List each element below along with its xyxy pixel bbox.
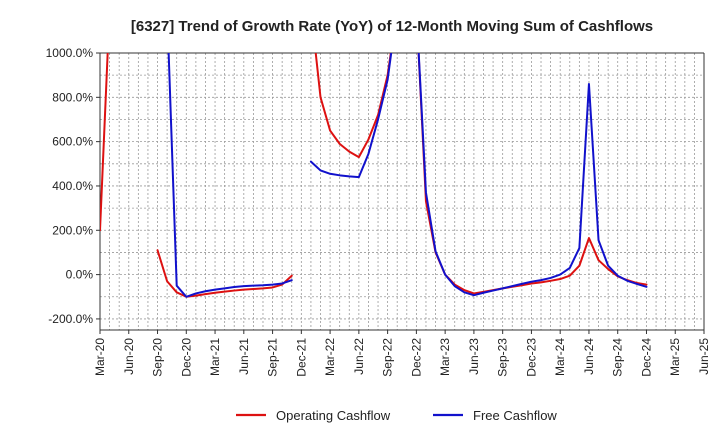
- legend-label-free: Free Cashflow: [473, 408, 557, 423]
- free-cashflow-line: [417, 53, 648, 297]
- x-tick-label: Mar-25: [668, 338, 682, 376]
- x-tick-label: Jun-22: [352, 338, 366, 375]
- operating-cashflow-line: [100, 53, 109, 232]
- x-tick-label: Sep-21: [266, 338, 280, 377]
- x-tick-label: Mar-21: [208, 338, 222, 376]
- legend-label-operating: Operating Cashflow: [276, 408, 391, 423]
- y-tick-label: -200.0%: [48, 312, 93, 326]
- operating-cashflow-line: [156, 249, 293, 298]
- x-tick-label: Dec-23: [524, 338, 538, 377]
- x-tick-label: Dec-24: [639, 338, 653, 377]
- free-cashflow-line: [309, 53, 393, 179]
- operating-cashflow-line: [314, 53, 392, 159]
- free-cashflow-line: [167, 53, 293, 298]
- y-tick-label: 0.0%: [66, 268, 94, 282]
- x-tick-label: Mar-20: [93, 338, 107, 376]
- x-tick-label: Jun-21: [237, 338, 251, 375]
- x-tick-label: Dec-21: [294, 338, 308, 377]
- x-tick-label: Dec-20: [179, 338, 193, 377]
- x-tick-label: Sep-22: [381, 338, 395, 377]
- series-layer: [100, 53, 648, 298]
- y-tick-label: 200.0%: [52, 223, 93, 237]
- x-tick-label: Jun-20: [122, 338, 136, 375]
- axes-layer: 1000.0% 800.0% 600.0% 400.0% 200.0% 0.0% -200.…: [46, 46, 711, 377]
- grid-layer: [99, 52, 705, 330]
- x-tick-label: Dec-22: [409, 338, 423, 377]
- x-tick-label: Jun-24: [582, 338, 596, 375]
- x-tick-label: Sep-23: [496, 338, 510, 377]
- x-tick-label: Mar-22: [323, 338, 337, 376]
- x-tick-label: Jun-23: [467, 338, 481, 375]
- chart-title: [6327] Trend of Growth Rate (YoY) of 12-…: [131, 18, 653, 35]
- y-tick-label: 1000.0%: [46, 46, 94, 60]
- x-tick-label: Jun-25: [697, 338, 711, 375]
- x-tick-label: Mar-24: [553, 338, 567, 376]
- plot-area: [100, 53, 704, 330]
- y-tick-label: 800.0%: [52, 90, 93, 104]
- y-tick-label: 600.0%: [52, 135, 93, 149]
- legend: Operating Cashflow Free Cashflow: [236, 408, 557, 423]
- x-tick-label: Sep-24: [611, 338, 625, 377]
- y-tick-label: 400.0%: [52, 179, 93, 193]
- x-tick-label: Mar-23: [438, 338, 452, 376]
- x-tick-label: Sep-20: [151, 338, 165, 377]
